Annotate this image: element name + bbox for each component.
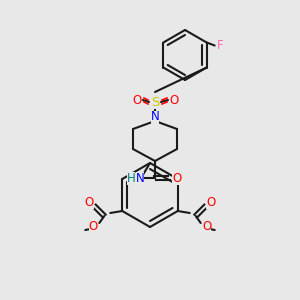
- Text: O: O: [132, 94, 142, 106]
- Text: N: N: [136, 172, 144, 184]
- Text: O: O: [172, 172, 182, 184]
- Text: O: O: [202, 220, 211, 233]
- Text: S: S: [151, 95, 159, 109]
- Text: O: O: [89, 220, 98, 233]
- Text: O: O: [169, 94, 178, 106]
- Text: N: N: [151, 110, 159, 124]
- Text: O: O: [85, 196, 94, 208]
- Text: O: O: [206, 196, 215, 208]
- Text: F: F: [217, 39, 224, 52]
- Text: H: H: [127, 172, 135, 184]
